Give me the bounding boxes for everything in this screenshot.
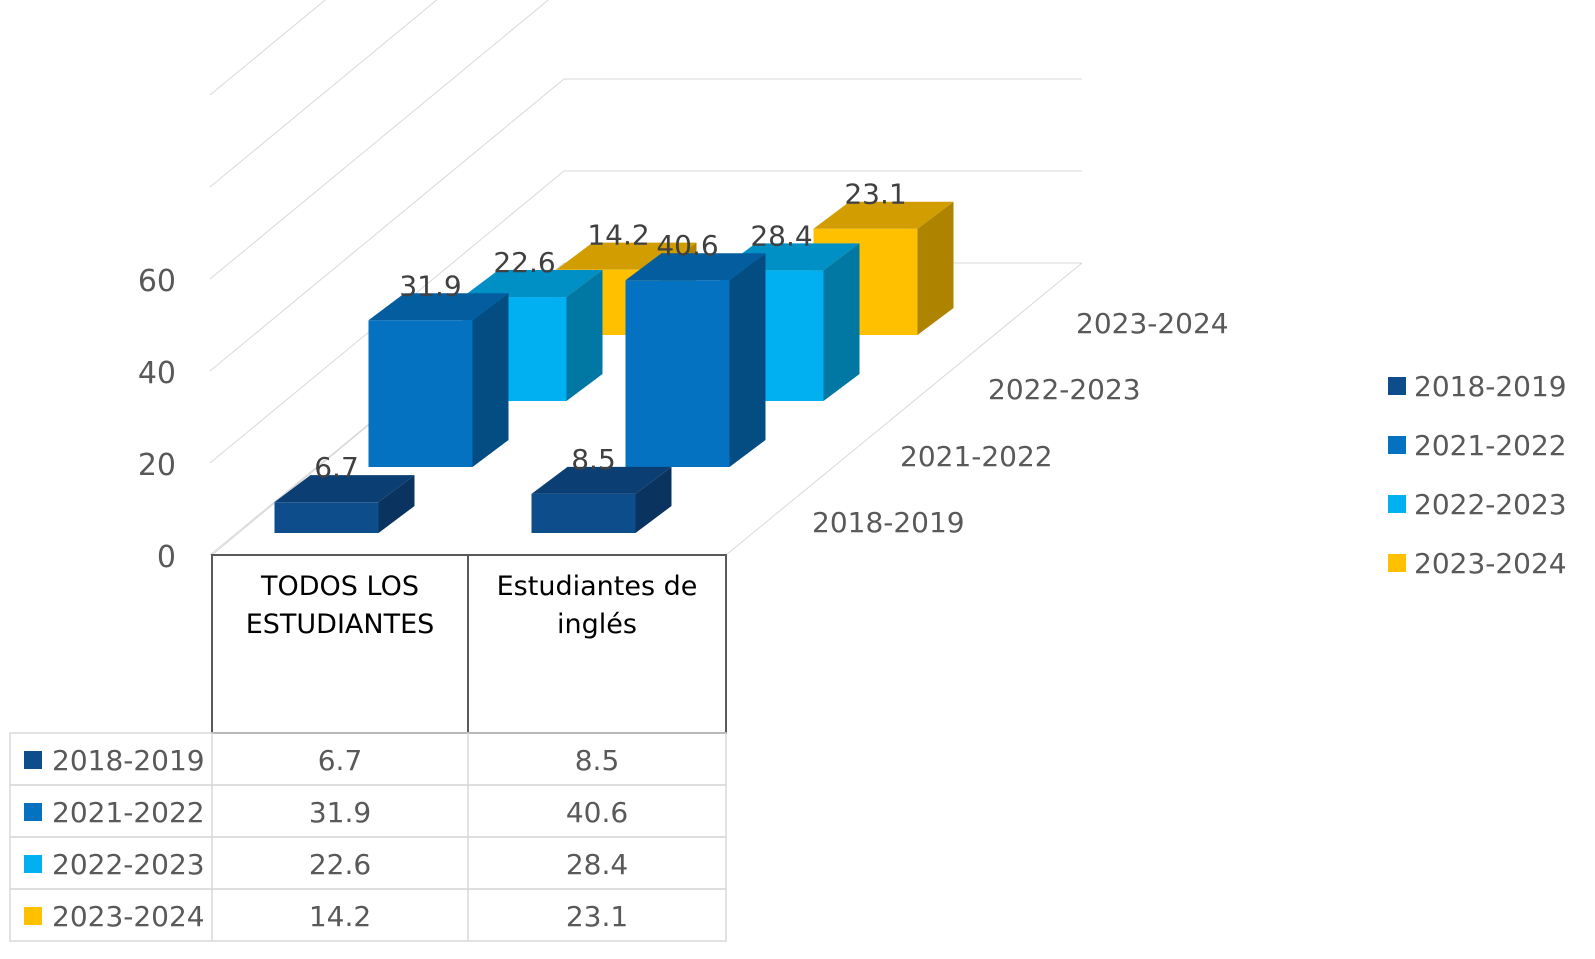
bar-side xyxy=(823,243,860,401)
bar-front xyxy=(625,280,730,467)
table-cell: 6.7 xyxy=(318,744,363,777)
gridline xyxy=(209,0,550,280)
gridline xyxy=(209,0,438,188)
y-tick-label: 40 xyxy=(138,356,176,391)
depth-axis-label: 2023-2024 xyxy=(1076,307,1229,340)
depth-axis-label: 2018-2019 xyxy=(812,506,965,539)
legend-label: 2022-2023 xyxy=(1414,488,1567,521)
depth-axis-label: 2022-2023 xyxy=(988,373,1141,406)
table-legend-key xyxy=(24,751,42,769)
table-legend-key xyxy=(24,803,42,821)
category-label: inglés xyxy=(557,609,637,640)
table-row-label: 2022-2023 xyxy=(52,848,205,881)
legend-key xyxy=(1388,495,1406,513)
table-cell: 40.6 xyxy=(566,796,628,829)
bar-side xyxy=(566,270,603,401)
floor-line xyxy=(725,262,1083,556)
bar-side xyxy=(378,475,415,533)
depth-axis-label: 2021-2022 xyxy=(900,440,1053,473)
y-tick-label: 20 xyxy=(138,448,176,483)
data-label: 6.7 xyxy=(314,451,359,484)
table-row-label: 2018-2019 xyxy=(52,744,205,777)
legend-key xyxy=(1388,377,1406,395)
data-label: 28.4 xyxy=(750,219,812,252)
table-cell: 22.6 xyxy=(309,848,371,881)
bar-2021-2022-1 xyxy=(368,293,509,467)
table-legend-key xyxy=(24,855,42,873)
data-label: 40.6 xyxy=(656,229,718,262)
table-legend-key xyxy=(24,907,42,925)
gridline xyxy=(209,0,326,96)
bar-front xyxy=(274,502,379,533)
bar-top xyxy=(368,293,509,321)
bar-2018-2019-1 xyxy=(274,475,415,533)
bar-top xyxy=(462,270,603,298)
bar-front xyxy=(368,320,473,467)
data-label: 8.5 xyxy=(571,443,616,476)
table-cell: 28.4 xyxy=(566,848,628,881)
y-tick-label: 0 xyxy=(157,540,176,575)
data-label: 31.9 xyxy=(399,269,461,302)
bar-top xyxy=(813,201,954,229)
category-label: ESTUDIANTES xyxy=(246,609,435,640)
bar-side xyxy=(917,201,954,335)
data-label: 22.6 xyxy=(493,246,555,279)
category-label: Estudiantes de xyxy=(497,571,698,602)
bar-top xyxy=(274,475,415,503)
bar-top xyxy=(531,466,672,494)
table-row-label: 2021-2022 xyxy=(52,796,205,829)
table-cell: 23.1 xyxy=(566,900,628,933)
data-label: 23.1 xyxy=(844,178,906,211)
bar-side xyxy=(729,253,766,467)
gridline xyxy=(209,78,1082,372)
bar-2018-2019-2 xyxy=(531,466,672,533)
legend-label: 2021-2022 xyxy=(1414,429,1567,462)
table-cell: 31.9 xyxy=(309,796,371,829)
table-row xyxy=(9,888,727,942)
legend-label: 2018-2019 xyxy=(1414,370,1567,403)
bar-front xyxy=(531,493,636,533)
bar-top xyxy=(625,253,766,281)
legend-label: 2023-2024 xyxy=(1414,547,1567,580)
legend-key xyxy=(1388,554,1406,572)
y-tick-label: 60 xyxy=(138,264,176,299)
bar-side xyxy=(635,466,672,533)
table-row-label: 2023-2024 xyxy=(52,900,205,933)
table-cell: 14.2 xyxy=(309,900,371,933)
bar-side xyxy=(472,293,509,467)
data-label: 14.2 xyxy=(587,219,649,252)
gridline xyxy=(209,170,1082,464)
table-cell: 8.5 xyxy=(575,744,620,777)
bar-2021-2022-2 xyxy=(625,253,766,467)
category-label: TODOS LOS xyxy=(260,571,419,602)
legend-key xyxy=(1388,436,1406,454)
